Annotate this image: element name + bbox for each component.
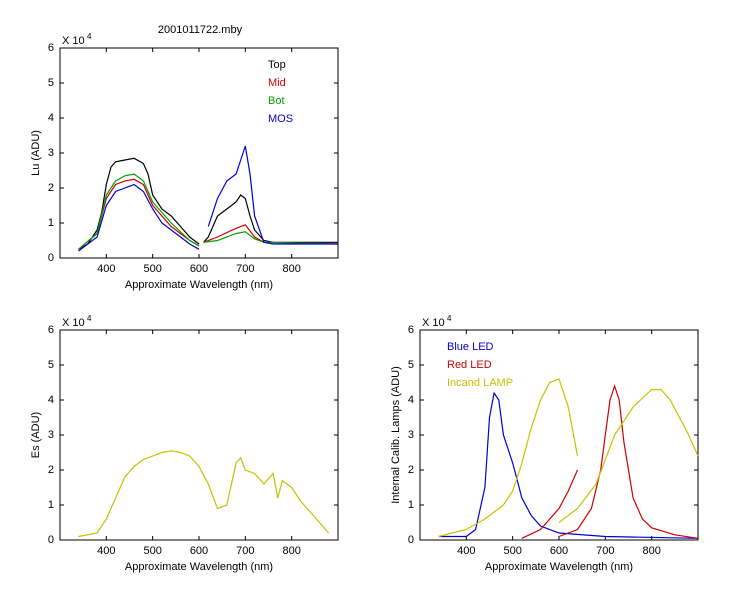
y-tick-label: 2 [48,464,54,476]
y-scale-exponent: 4 [87,314,92,323]
y-tick-label: 5 [48,359,54,371]
y-tick-label: 2 [48,182,54,194]
y-tick-label: 1 [48,499,54,511]
y-tick-label: 6 [48,324,54,336]
x-tick-label: 500 [143,263,161,275]
y-tick-label: 6 [48,42,54,54]
x-axis-label: Approximate Wavelength (nm) [125,561,273,573]
y-tick-label: 2 [408,464,414,476]
series-line [78,157,338,250]
y-tick-label: 5 [48,77,54,89]
y-tick-label: 5 [408,359,414,371]
legend-entry: Red LED [447,359,492,371]
y-tick-label: 3 [408,429,414,441]
legend-entry: MOS [268,113,293,125]
x-axis-label: Approximate Wavelength (nm) [485,561,633,573]
legend-entry: Bot [268,95,285,107]
y-tick-label: 0 [408,534,414,546]
y-scale-text: X 10 [422,317,445,329]
y-tick-label: 3 [48,147,54,159]
x-tick-label: 800 [282,545,300,557]
series-line [438,378,699,538]
series-line [78,178,339,250]
y-tick-label: 3 [48,429,54,441]
series-line [438,391,699,539]
y-axis-label: Lu (ADU) [30,130,42,176]
y-axis-label: Es (ADU) [30,412,42,458]
series-line [78,145,338,252]
x-tick-label: 700 [236,263,254,275]
series-line [78,173,339,250]
legend-entry: Top [268,59,286,71]
y-scale-text: X 10 [62,317,85,329]
x-tick-label: 600 [190,263,208,275]
x-tick-label: 500 [143,545,161,557]
x-tick-label: 400 [97,545,115,557]
x-tick-label: 400 [97,263,115,275]
y-tick-label: 1 [48,217,54,229]
plot-frame [59,47,339,259]
y-tick-label: 0 [48,534,54,546]
x-axis-label: Approximate Wavelength (nm) [125,279,273,291]
y-axis-label: Internal Calib. Lamps (ADU) [390,366,402,504]
y-tick-label: 0 [48,252,54,264]
y-scale-text: X 10 [62,35,85,47]
series-line [521,384,699,539]
x-tick-label: 800 [642,545,660,557]
legend-entry: Incand LAMP [447,377,513,389]
plot-frame [59,329,339,541]
y-tick-label: 4 [408,394,414,406]
y-tick-label: 4 [48,394,54,406]
y-scale-exponent: 4 [87,32,92,41]
x-tick-label: 600 [550,545,568,557]
series-line [78,450,330,538]
legend-entry: Mid [268,77,286,89]
y-tick-label: 1 [408,499,414,511]
x-tick-label: 700 [596,545,614,557]
x-tick-label: 500 [503,545,521,557]
y-tick-label: 6 [408,324,414,336]
x-tick-label: 400 [457,545,475,557]
chart-title: 2001011722.mby [158,24,243,36]
x-tick-label: 800 [282,263,300,275]
x-tick-label: 600 [190,545,208,557]
legend-entry: Blue LED [447,341,494,353]
x-tick-label: 700 [236,545,254,557]
chart: 2001011722.mby 400 500 600 700 800 0 1 2 3 4 5 6 X 10… [30,24,339,291]
y-scale-exponent: 4 [447,314,452,323]
y-tick-label: 4 [48,112,54,124]
